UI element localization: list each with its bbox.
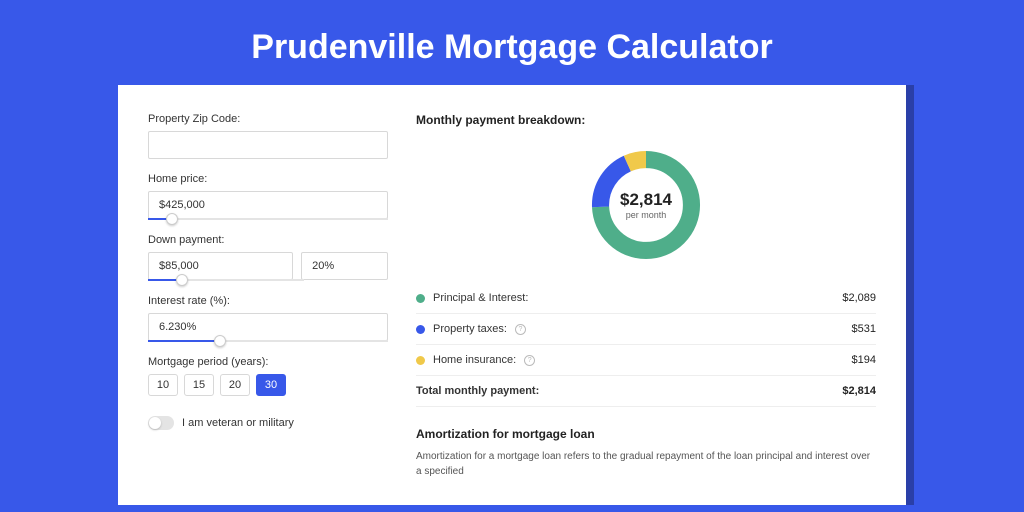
total-label: Total monthly payment: [416,385,539,397]
legend-value: $531 [852,323,876,335]
veteran-toggle[interactable] [148,416,174,430]
period-btn-20[interactable]: 20 [220,374,250,396]
info-icon[interactable]: ? [515,324,526,335]
donut-value: $2,814 [620,190,672,210]
rate-slider-fill [148,340,220,342]
amortization-title: Amortization for mortgage loan [416,427,876,441]
legend-label: Principal & Interest: [433,292,528,304]
price-slider-thumb[interactable] [166,213,178,225]
breakdown-title: Monthly payment breakdown: [416,113,876,127]
donut-sub: per month [626,210,667,220]
rate-slider[interactable] [148,340,388,342]
total-row: Total monthly payment: $2,814 [416,376,876,407]
down-amount-input[interactable] [148,252,293,280]
price-group: Home price: [148,173,388,220]
zip-group: Property Zip Code: [148,113,388,159]
info-icon[interactable]: ? [524,355,535,366]
amortization-section: Amortization for mortgage loan Amortizat… [416,427,876,479]
price-slider[interactable] [148,218,388,220]
rate-input[interactable] [148,313,388,341]
donut-center: $2,814 per month [586,145,706,265]
legend-value: $194 [852,354,876,366]
down-pct-input[interactable] [301,252,388,280]
period-buttons: 10 15 20 30 [148,374,388,396]
page-title: Prudenville Mortgage Calculator [0,0,1024,85]
period-btn-15[interactable]: 15 [184,374,214,396]
period-btn-10[interactable]: 10 [148,374,178,396]
legend-row: Home insurance:? $194 [416,345,876,376]
period-btn-30[interactable]: 30 [256,374,286,396]
zip-input[interactable] [148,131,388,159]
rate-label: Interest rate (%): [148,295,388,307]
veteran-label: I am veteran or military [182,417,294,429]
rate-slider-thumb[interactable] [214,335,226,347]
legend-row: Property taxes:? $531 [416,314,876,345]
zip-label: Property Zip Code: [148,113,388,125]
calculator-card: Property Zip Code: Home price: Down paym… [118,85,906,505]
legend: Principal & Interest: $2,089 Property taxe… [416,283,876,376]
price-label: Home price: [148,173,388,185]
breakdown-panel: Monthly payment breakdown: $2,814 per mo… [416,113,876,505]
total-value: $2,814 [842,385,876,397]
veteran-row: I am veteran or military [148,416,388,430]
legend-dot [416,356,425,365]
down-slider-thumb[interactable] [176,274,188,286]
down-group: Down payment: [148,234,388,281]
legend-label: Home insurance: [433,354,516,366]
period-group: Mortgage period (years): 10 15 20 30 [148,356,388,396]
down-label: Down payment: [148,234,388,246]
legend-dot [416,325,425,334]
legend-label: Property taxes: [433,323,507,335]
rate-group: Interest rate (%): [148,295,388,342]
form-panel: Property Zip Code: Home price: Down paym… [148,113,388,505]
period-label: Mortgage period (years): [148,356,388,368]
legend-value: $2,089 [842,292,876,304]
price-input[interactable] [148,191,388,219]
amortization-text: Amortization for a mortgage loan refers … [416,449,876,479]
donut-chart: $2,814 per month [586,145,706,265]
legend-dot [416,294,425,303]
donut-wrap: $2,814 per month [416,137,876,283]
down-slider[interactable] [148,279,304,281]
legend-row: Principal & Interest: $2,089 [416,283,876,314]
